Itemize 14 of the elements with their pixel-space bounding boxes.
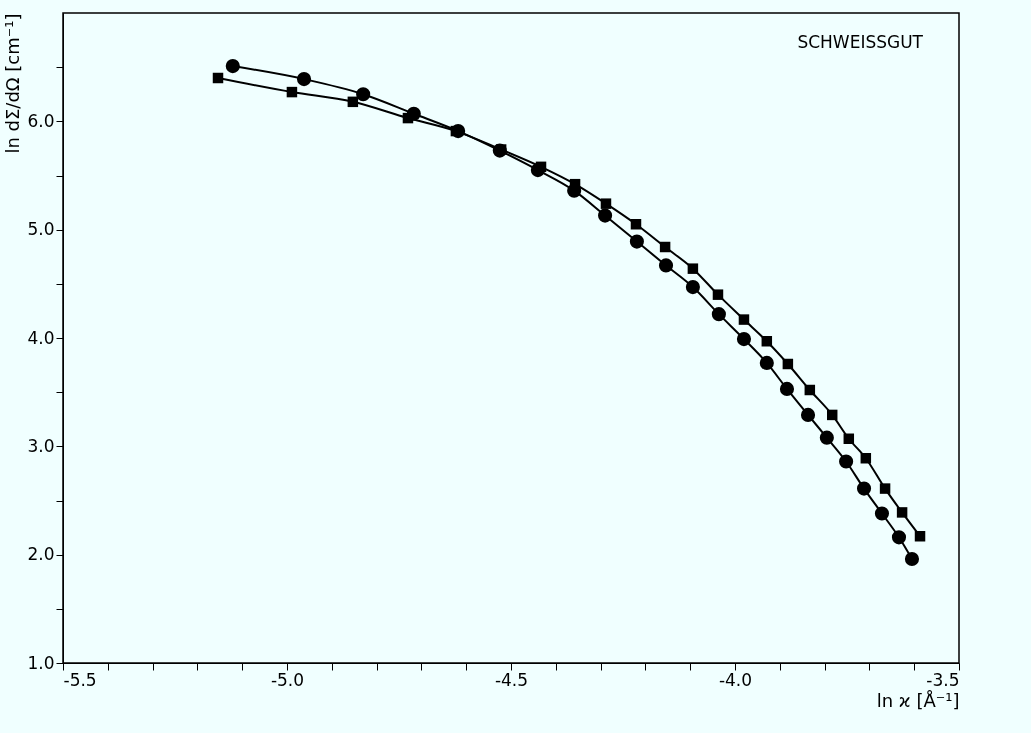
x-tick-label: -5.5 (63, 669, 97, 690)
y-tick-label: 2.0 (27, 544, 55, 565)
y-tick-label: 6.0 (27, 110, 55, 131)
y-tick-label: 4.0 (27, 327, 55, 348)
y-axis-title: ln dΣ/dΩ [cm⁻¹] (2, 13, 24, 154)
x-tick-label: -4.0 (718, 669, 753, 690)
x-axis-title: ln ϰ [Å⁻¹] (876, 689, 960, 711)
x-tick-label: -4.5 (494, 669, 529, 690)
annotation: SCHWEISSGUT (797, 32, 924, 52)
y-tick-label: 1.0 (27, 652, 55, 673)
y-tick-label: 3.0 (27, 435, 55, 456)
y-tick-label: 5.0 (27, 219, 55, 240)
x-tick-label: -5.0 (270, 669, 305, 690)
x-tick-label: -3.5 (926, 669, 960, 690)
